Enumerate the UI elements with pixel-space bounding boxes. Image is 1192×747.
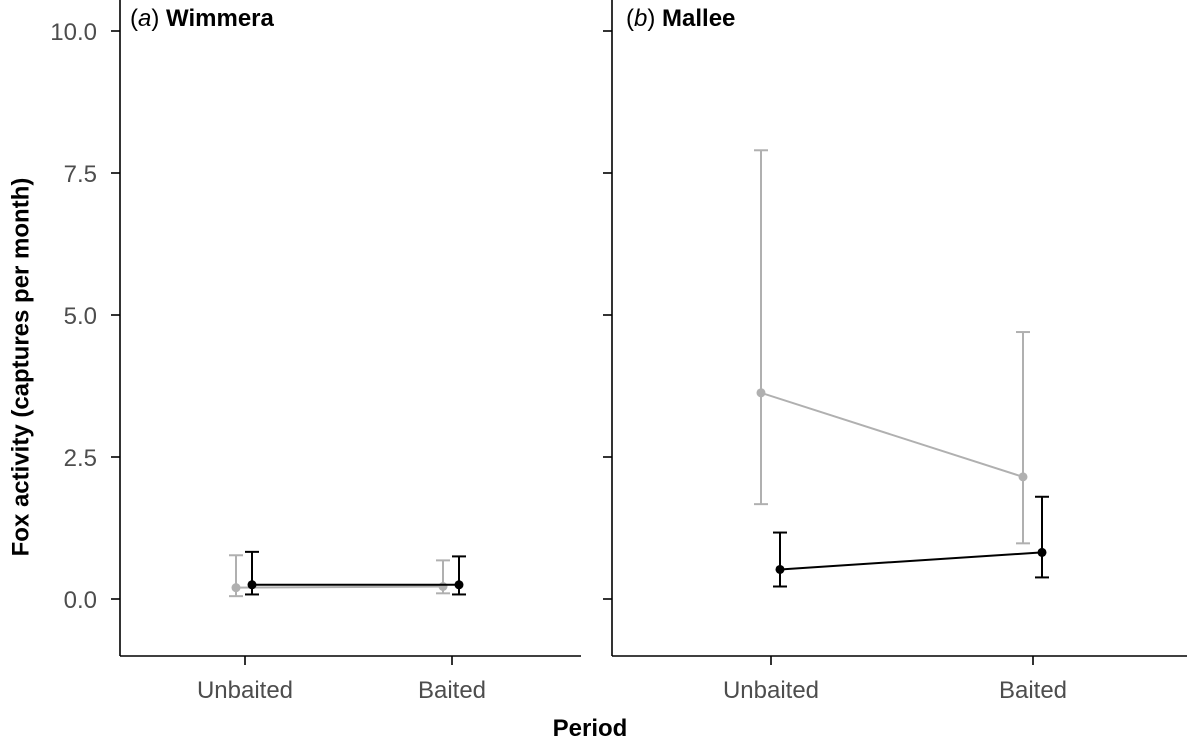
series-line-grey <box>760 391 1024 478</box>
panel-b-name: Mallee <box>662 5 735 32</box>
x-tick-label: Unbaited <box>723 677 819 704</box>
data-point <box>775 564 785 574</box>
y-axis-title: Fox activity (captures per month) <box>7 178 34 557</box>
y-tick-label: 7.5 <box>64 161 97 188</box>
panel-a-y-ticks <box>111 30 120 600</box>
y-tick-label: 2.5 <box>64 445 97 472</box>
series-line-black <box>779 551 1043 571</box>
y-tick-label: 0.0 <box>64 587 97 614</box>
x-tick-label: Unbaited <box>197 677 293 704</box>
data-point <box>454 580 464 590</box>
data-point <box>1037 547 1047 557</box>
y-tick-labels: 0.0 2.5 5.0 7.5 10.0 <box>50 19 97 614</box>
panel-wimmera: Unbaited Baited (a) Wimmera <box>111 0 581 704</box>
panel-b-marks <box>754 149 1049 588</box>
data-point <box>231 583 241 593</box>
panel-a-title: (a) Wimmera <box>130 5 275 32</box>
panel-a-x-ticks <box>244 656 453 665</box>
panel-b-title: (b) Mallee <box>626 5 735 32</box>
series-line-grey <box>235 585 444 589</box>
panel-b-x-ticks <box>770 656 1034 665</box>
y-tick-label: 5.0 <box>64 303 97 330</box>
panel-a-marks <box>229 550 466 598</box>
panel-b-letter: b <box>634 5 647 32</box>
panel-mallee: Unbaited Baited (b) Mallee <box>603 0 1187 704</box>
data-point <box>247 580 257 590</box>
panel-b-y-ticks <box>603 30 612 600</box>
panel-a-name: Wimmera <box>166 5 274 32</box>
data-point <box>1018 472 1028 482</box>
y-tick-label: 10.0 <box>50 19 97 46</box>
data-point <box>756 388 766 398</box>
data-point <box>438 582 448 592</box>
x-tick-label: Baited <box>418 677 486 704</box>
x-tick-label: Baited <box>999 677 1067 704</box>
panel-a-letter: a <box>138 5 151 32</box>
x-axis-title: Period <box>553 715 628 742</box>
